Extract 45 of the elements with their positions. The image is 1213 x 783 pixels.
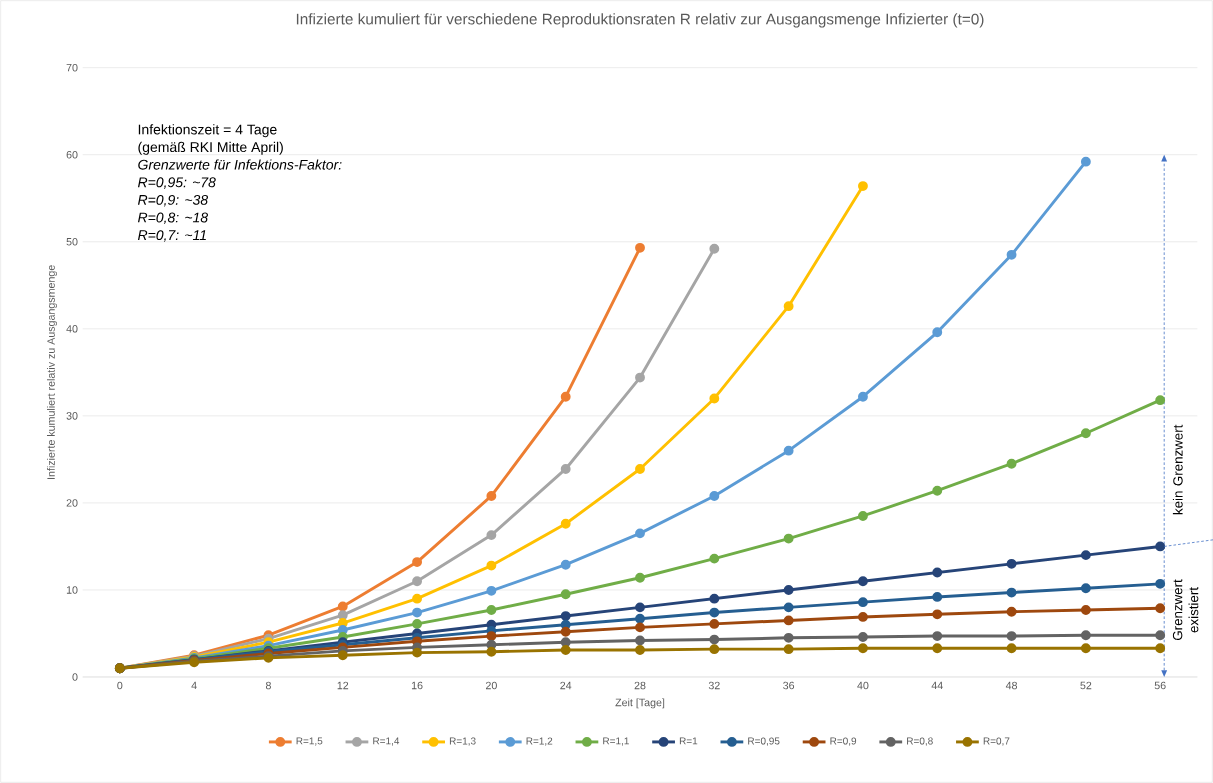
x-tick-label: 40	[857, 681, 869, 690]
x-tick-label: 8	[265, 681, 271, 690]
chart-title: Infizierte kumuliert für verschiedene Reproduktionsraten R relativ zur Ausgangsmenge Infizierter (t=0)	[296, 13, 984, 28]
x-tick-label: 4	[191, 681, 197, 690]
legend-label: R=1	[679, 737, 698, 745]
annotation: Grenzwert existiert	[1172, 579, 1199, 641]
annotation: Infektionszeit = 4 Tage	[138, 124, 277, 138]
x-tick-label: 12	[337, 681, 349, 690]
y-tick-label: 70	[66, 63, 78, 72]
annotation: R=0,9: ~38	[137, 194, 209, 207]
legend-label: R=1,4	[373, 737, 400, 746]
legend-label: R=1,2	[526, 737, 553, 746]
annotation: kein Grenzwert	[1172, 424, 1183, 515]
annotation: R=0,7: ~11	[137, 230, 206, 242]
x-tick-label: 16	[411, 681, 423, 690]
legend-label: R=1,3	[449, 737, 476, 746]
x-tick-label: 0	[117, 681, 123, 690]
y-tick-label: 0	[72, 673, 78, 681]
legend-label: R=0,8	[907, 737, 933, 746]
x-tick-label: 48	[1005, 681, 1018, 690]
y-tick-label: 40	[66, 325, 78, 333]
x-tick-label: 24	[560, 681, 572, 690]
annotation: R=0,95: ~78	[137, 177, 216, 189]
x-tick-label: 52	[1080, 681, 1092, 690]
legend-label: R=0,7	[983, 737, 1010, 746]
legend-label: R=1,5	[296, 737, 323, 746]
legend-label: R=0,95	[748, 737, 780, 746]
annotation: Grenzwerte für Infektions-Faktor:	[138, 159, 342, 170]
x-tick-label: 28	[634, 681, 646, 690]
x-tick-label: 36	[783, 681, 795, 690]
y-tick-label: 30	[66, 412, 78, 420]
x-tick-label: 44	[931, 681, 943, 690]
y-tick-label: 50	[66, 237, 78, 246]
legend-label: R=1,1	[603, 737, 629, 746]
x-tick-label: 20	[486, 681, 497, 690]
y-tick-label: 20	[66, 499, 78, 507]
y-tick-label: 60	[66, 150, 78, 159]
y-axis-title: Infizierte kumuliert relativ zu Ausgangsmenge	[46, 265, 57, 479]
y-tick-label: 10	[66, 586, 78, 594]
annotation: R=0,8: ~18	[137, 212, 209, 225]
x-axis-title: Zeit [Tage]	[615, 698, 665, 709]
x-tick-label: 56	[1154, 681, 1166, 690]
legend-label: R=0,9	[830, 737, 857, 746]
x-tick-label: 32	[708, 681, 720, 690]
annotation: (gemäß RKI Mitte April)	[138, 141, 283, 155]
